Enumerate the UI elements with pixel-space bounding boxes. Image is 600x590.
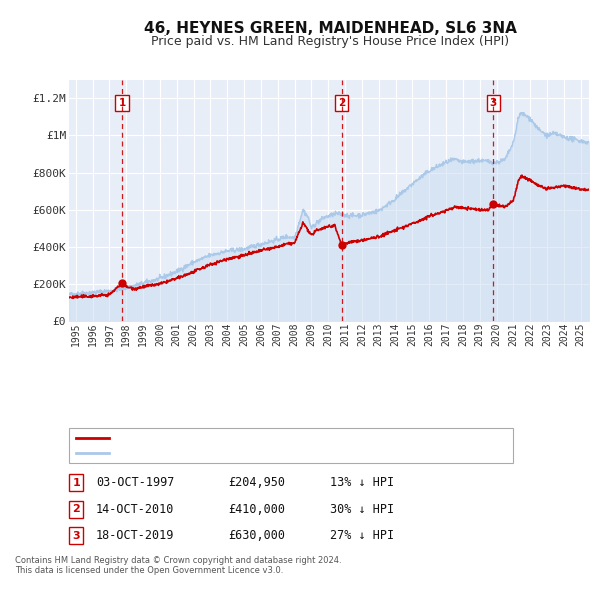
Text: HPI: Average price, detached house, Windsor and Maidenhead: HPI: Average price, detached house, Wind… — [115, 448, 440, 458]
Text: 1: 1 — [73, 478, 80, 487]
Text: £410,000: £410,000 — [228, 503, 285, 516]
Text: 2: 2 — [73, 504, 80, 514]
Text: 03-OCT-1997: 03-OCT-1997 — [96, 476, 175, 489]
Text: 27% ↓ HPI: 27% ↓ HPI — [330, 529, 394, 542]
Text: 13% ↓ HPI: 13% ↓ HPI — [330, 476, 394, 489]
Text: 14-OCT-2010: 14-OCT-2010 — [96, 503, 175, 516]
Text: 3: 3 — [73, 531, 80, 540]
Text: 1: 1 — [118, 97, 125, 107]
Text: £630,000: £630,000 — [228, 529, 285, 542]
Text: Price paid vs. HM Land Registry's House Price Index (HPI): Price paid vs. HM Land Registry's House … — [151, 35, 509, 48]
Text: 30% ↓ HPI: 30% ↓ HPI — [330, 503, 394, 516]
Text: 18-OCT-2019: 18-OCT-2019 — [96, 529, 175, 542]
Text: 46, HEYNES GREEN, MAIDENHEAD, SL6 3NA: 46, HEYNES GREEN, MAIDENHEAD, SL6 3NA — [143, 21, 517, 35]
Text: 2: 2 — [338, 97, 345, 107]
Text: £204,950: £204,950 — [228, 476, 285, 489]
Text: 3: 3 — [490, 97, 497, 107]
Text: Contains HM Land Registry data © Crown copyright and database right 2024.
This d: Contains HM Land Registry data © Crown c… — [15, 556, 341, 575]
Text: 46, HEYNES GREEN, MAIDENHEAD, SL6 3NA (detached house): 46, HEYNES GREEN, MAIDENHEAD, SL6 3NA (d… — [115, 432, 438, 442]
